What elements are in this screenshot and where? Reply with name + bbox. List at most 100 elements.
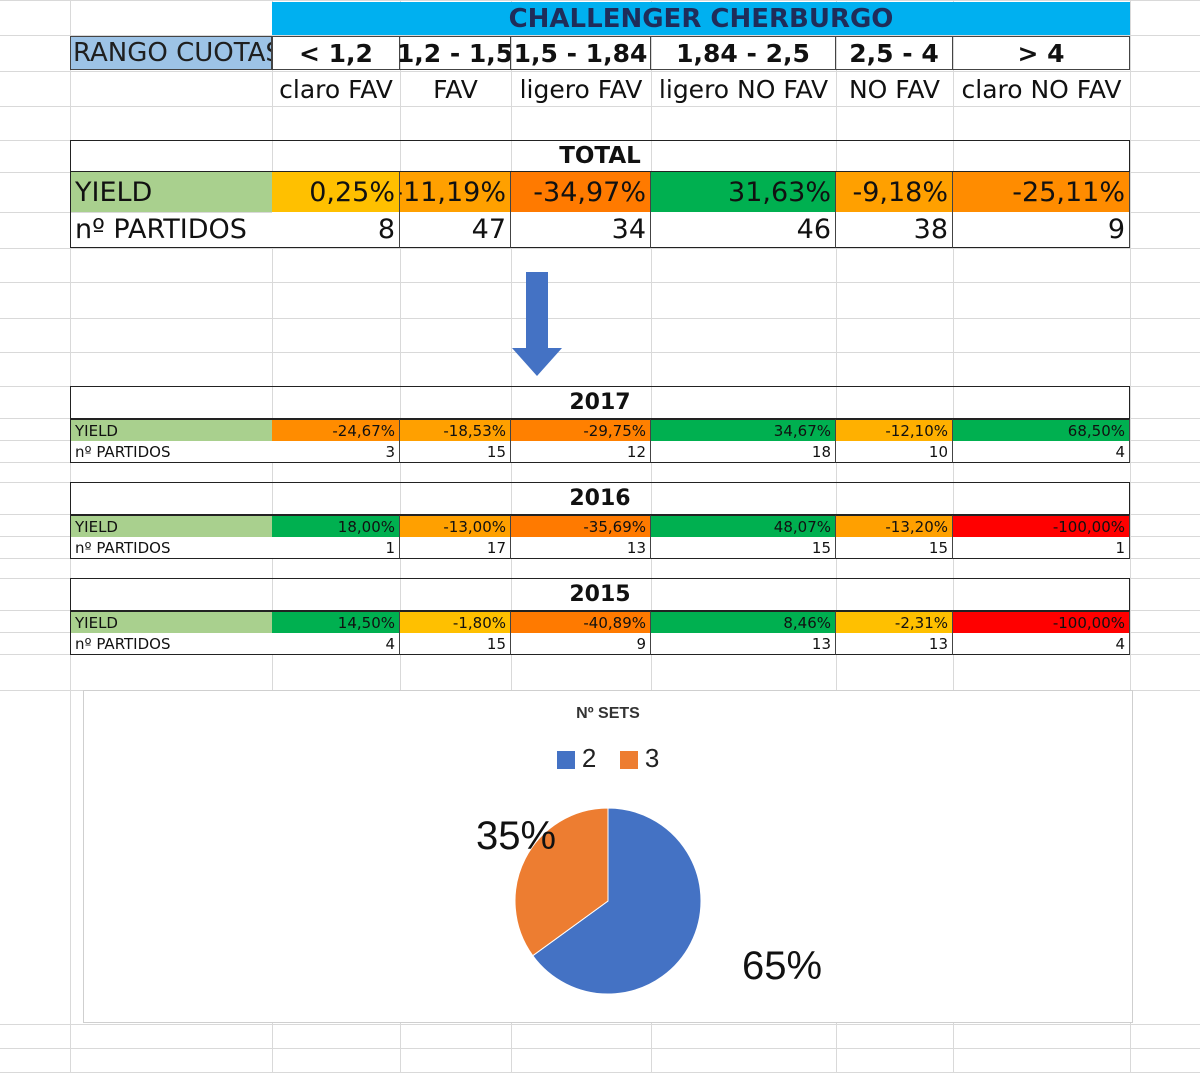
year-2015-partidos-4: 13 [836,633,953,655]
year-partidos-label: nº PARTIDOS [70,537,272,559]
chart-legend: 2 3 [84,743,1132,774]
year-yield-label: YIELD [70,611,272,633]
pie-slice-2 [532,807,702,995]
down-arrow-icon [512,272,562,376]
total-partidos-5: 9 [953,212,1130,248]
year-2015-yield-0: 14,50% [272,611,400,633]
total-title: TOTAL [70,140,1130,172]
year-2017-partidos-4: 10 [836,441,953,463]
year-2015-partidos-0: 4 [272,633,400,655]
year-2016-partidos-4: 15 [836,537,953,559]
year-2015-yield-4: -2,31% [836,611,953,633]
year-2016-partidos-0: 1 [272,537,400,559]
total-yield-1: -11,19% [400,172,511,212]
year-partidos-label: nº PARTIDOS [70,633,272,655]
range-header-1: 1,2 - 1,5 [400,36,511,70]
total-partidos-2: 34 [511,212,651,248]
legend-label-3: 3 [644,743,660,773]
year-2017-yield-1: -18,53% [400,419,511,441]
grid-row-line [0,35,1200,36]
year-2017-partidos-2: 12 [511,441,651,463]
range-header-5: > 4 [953,36,1130,70]
total-yield-4: -9,18% [836,172,953,212]
rango-cuotas-label: RANGO CUOTAS [70,36,272,70]
pie-data-label-3: 35% [476,814,556,858]
legend-label-2: 2 [581,743,597,773]
year-2016-partidos-1: 17 [400,537,511,559]
year-2017-partidos-0: 3 [272,441,400,463]
grid-row-line [0,1024,1200,1025]
range-header-2: 1,5 - 1,84 [511,36,651,70]
year-title-2017: 2017 [70,386,1130,419]
year-2017-partidos-1: 15 [400,441,511,463]
legend-swatch-2 [556,751,575,770]
grid-col-line [1130,0,1131,1073]
year-2015-yield-3: 8,46% [651,611,836,633]
grid-row-line [0,106,1200,107]
grid-row-line [0,282,1200,283]
year-2016-partidos-2: 13 [511,537,651,559]
year-2016-partidos-3: 15 [651,537,836,559]
chart-title: Nº SETS [576,705,640,722]
grid-row-line [0,0,1200,1]
pie-plot: 65% 35% [476,807,822,995]
year-2015-partidos-2: 9 [511,633,651,655]
legend-swatch-3 [619,751,638,770]
pie-data-label-2: 65% [742,944,822,988]
total-yield-5: -25,11% [953,172,1130,212]
total-partidos-1: 47 [400,212,511,248]
year-2015-partidos-3: 13 [651,633,836,655]
sheet-title: CHALLENGER CHERBURGO [272,2,1130,35]
year-2017-yield-5: 68,50% [953,419,1130,441]
total-partidos-4: 38 [836,212,953,248]
year-2016-yield-1: -13,00% [400,515,511,537]
total-partidos-3: 46 [651,212,836,248]
range-label-4: NO FAV [848,74,940,104]
year-2015-partidos-1: 15 [400,633,511,655]
legend-item-3: 3 [619,743,660,773]
total-partidos-0: 8 [272,212,400,248]
year-2016-yield-4: -13,20% [836,515,953,537]
range-label-0: claro FAV [279,74,393,104]
year-2016-yield-0: 18,00% [272,515,400,537]
total-yield-2: -34,97% [511,172,651,212]
range-header-4: 2,5 - 4 [836,36,953,70]
year-2015-yield-2: -40,89% [511,611,651,633]
total-yield-label: YIELD [70,172,272,212]
year-2017-yield-4: -12,10% [836,419,953,441]
year-2017-yield-2: -29,75% [511,419,651,441]
range-label-3: ligero NO FAV [658,74,829,104]
grid-row-line [0,318,1200,319]
range-header-3: 1,84 - 2,5 [651,36,836,70]
year-title-2015: 2015 [70,578,1130,611]
year-2015-yield-5: -100,00% [953,611,1130,633]
range-label-2: ligero FAV [519,74,643,104]
year-2016-yield-3: 48,07% [651,515,836,537]
grid-row-line [0,352,1200,353]
year-2016-yield-5: -100,00% [953,515,1130,537]
year-yield-label: YIELD [70,515,272,537]
year-yield-label: YIELD [70,419,272,441]
year-2017-yield-0: -24,67% [272,419,400,441]
range-label-5: claro NO FAV [961,74,1122,104]
year-2015-yield-1: -1,80% [400,611,511,633]
grid-row-line [0,248,1200,249]
sets-pie-chart: Nº SETS 2 3 65% 35% [83,690,1133,1023]
total-partidos-label: nº PARTIDOS [70,212,272,248]
year-2017-partidos-5: 4 [953,441,1130,463]
year-2016-partidos-5: 1 [953,537,1130,559]
year-2016-yield-2: -35,69% [511,515,651,537]
year-2015-partidos-5: 4 [953,633,1130,655]
grid-row-line [0,1048,1200,1049]
pie-slice-3 [514,807,609,957]
year-partidos-label: nº PARTIDOS [70,441,272,463]
year-title-2016: 2016 [70,482,1130,515]
range-label-1: FAV [433,74,478,104]
total-yield-3: 31,63% [651,172,836,212]
year-2017-partidos-3: 18 [651,441,836,463]
total-yield-0: 0,25% [272,172,400,212]
range-header-0: < 1,2 [272,36,400,70]
grid-row-line [0,71,1200,72]
year-2017-yield-3: 34,67% [651,419,836,441]
legend-item-2: 2 [556,743,604,773]
